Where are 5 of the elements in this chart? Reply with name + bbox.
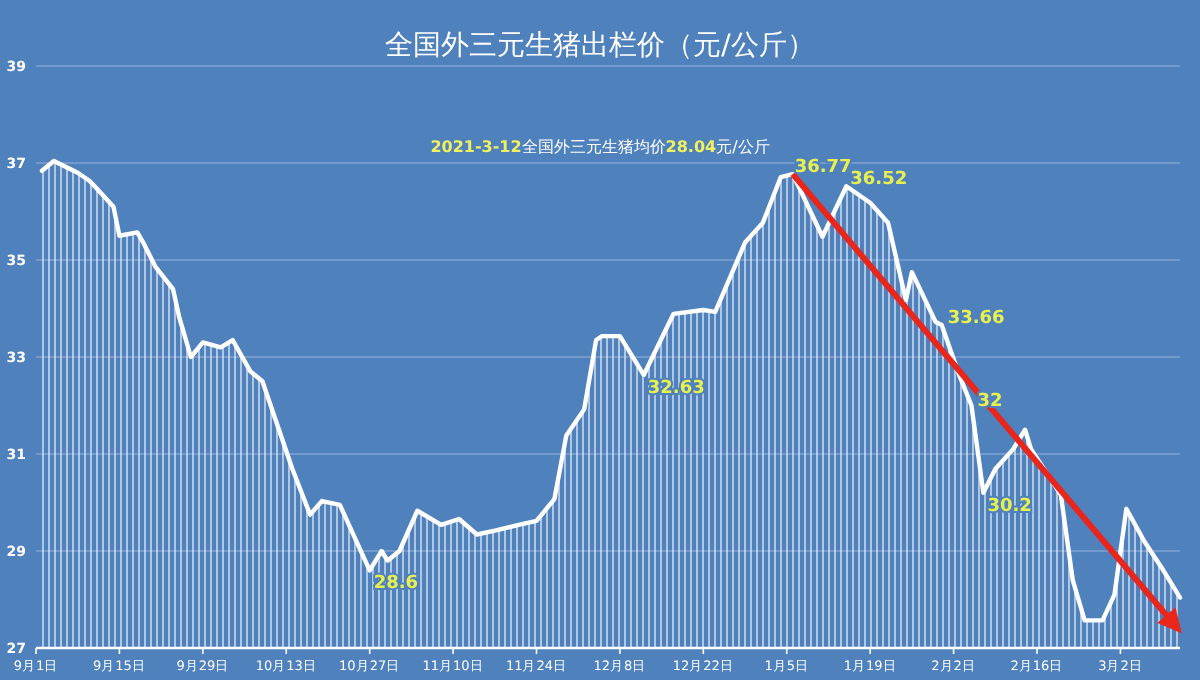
annotation: 36.77 (794, 158, 852, 179)
annotation: 36.52 (850, 170, 908, 191)
chart-title: 全国外三元生猪出栏价（元/公斤） (385, 30, 815, 62)
annotation: 2021-3-12全国外三元生猪均价28.04元/公斤 (430, 138, 770, 156)
annotation: 33.66 (947, 308, 1005, 329)
